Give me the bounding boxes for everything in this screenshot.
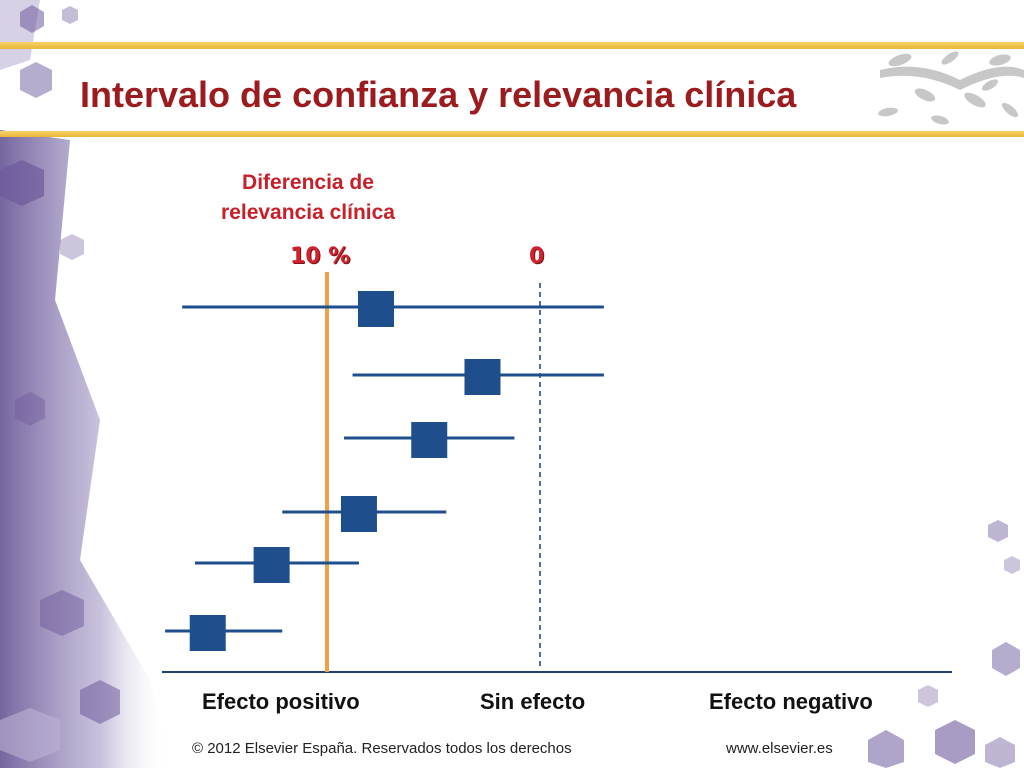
relevance-label-line-1: Diferencia de <box>242 171 374 194</box>
point-estimate-marker <box>411 422 448 458</box>
category-label-no-effect: Sin efecto <box>480 689 586 714</box>
category-label-negative: Efecto negativo <box>709 689 873 714</box>
point-estimate-marker <box>189 615 226 651</box>
slide-title: Intervalo de confianza y relevancia clín… <box>80 74 797 115</box>
point-estimate-marker <box>253 547 290 583</box>
hexagon-decorations <box>0 5 1020 768</box>
category-label-positive: Efecto positivo <box>202 689 360 714</box>
point-estimate-marker <box>340 496 377 532</box>
tree-leaf-decoration <box>878 51 1024 125</box>
bottom-decoration <box>0 708 60 762</box>
top-gold-bar <box>0 42 1024 49</box>
point-estimate-marker <box>464 359 501 395</box>
relevance-label-line-2: relevancia clínica <box>221 201 395 224</box>
title-gold-bar <box>0 131 1024 137</box>
tick-label-zero: 0 <box>529 244 545 269</box>
footer-website-link[interactable]: www.elsevier.es <box>726 740 833 757</box>
relevance-threshold-label: Diferencia de relevancia clínica <box>178 168 438 228</box>
footer-copyright: © 2012 Elsevier España. Reservados todos… <box>192 740 572 757</box>
tick-label-10-percent: 10 % <box>290 244 351 269</box>
point-estimate-marker <box>357 291 394 327</box>
